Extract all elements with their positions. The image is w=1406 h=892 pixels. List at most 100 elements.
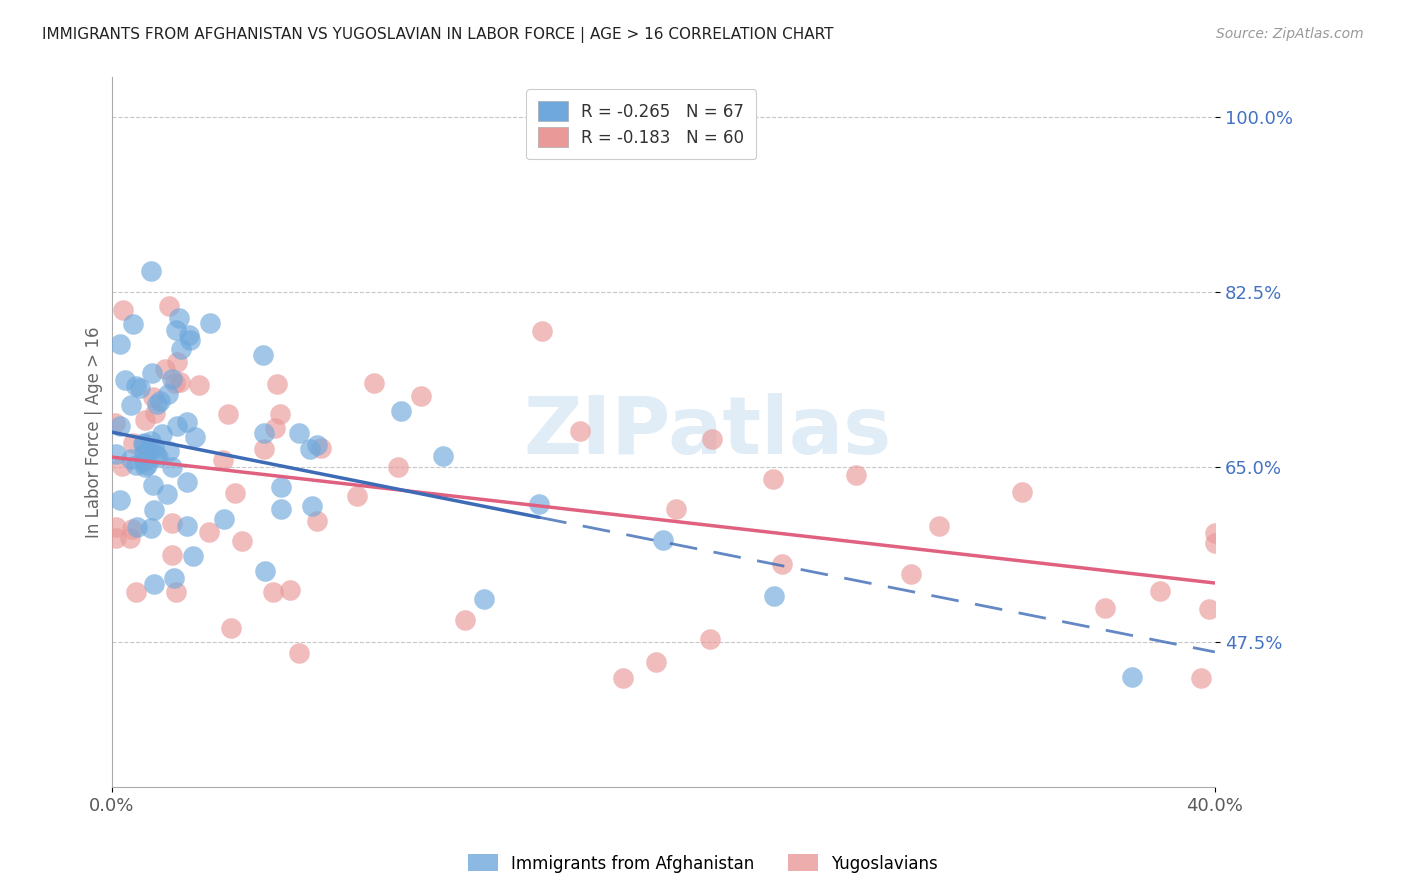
Point <box>156 387 179 401</box>
Point <box>1198 602 1220 616</box>
Point <box>568 424 591 438</box>
Point <box>108 337 131 351</box>
Point <box>143 405 166 419</box>
Point <box>1011 485 1033 500</box>
Point <box>298 442 321 456</box>
Text: IMMIGRANTS FROM AFGHANISTAN VS YUGOSLAVIAN IN LABOR FORCE | AGE > 16 CORRELATION: IMMIGRANTS FROM AFGHANISTAN VS YUGOSLAVI… <box>42 27 834 43</box>
Point <box>155 361 177 376</box>
Point <box>762 472 785 486</box>
Point <box>165 323 187 337</box>
Point <box>142 477 165 491</box>
Point <box>176 475 198 490</box>
Point <box>121 317 143 331</box>
Point <box>612 671 634 685</box>
Point <box>702 433 724 447</box>
Point <box>432 449 454 463</box>
Point <box>253 442 276 456</box>
Point <box>114 373 136 387</box>
Point <box>665 502 688 516</box>
Point <box>177 328 200 343</box>
Point <box>136 458 159 472</box>
Point <box>121 436 143 450</box>
Text: ZIPatlas: ZIPatlas <box>523 393 891 471</box>
Point <box>104 416 127 430</box>
Point <box>530 324 553 338</box>
Point <box>264 421 287 435</box>
Point <box>387 459 409 474</box>
Point <box>1149 584 1171 599</box>
Point <box>166 419 188 434</box>
Point <box>146 397 169 411</box>
Point <box>112 303 135 318</box>
Point <box>1204 535 1226 549</box>
Point <box>1189 671 1212 685</box>
Point <box>176 519 198 533</box>
Point <box>188 378 211 392</box>
Point <box>346 489 368 503</box>
Point <box>287 646 309 660</box>
Point <box>301 500 323 514</box>
Point <box>363 376 385 391</box>
Point <box>454 613 477 627</box>
Point <box>845 468 868 483</box>
Point <box>111 459 134 474</box>
Point <box>127 519 149 533</box>
Point <box>645 655 668 669</box>
Point <box>139 434 162 448</box>
Point <box>145 449 167 463</box>
Point <box>270 481 292 495</box>
Point <box>169 375 191 389</box>
Point <box>160 372 183 386</box>
Legend: R = -0.265   N = 67, R = -0.183   N = 60: R = -0.265 N = 67, R = -0.183 N = 60 <box>526 89 756 159</box>
Point <box>167 311 190 326</box>
Point <box>134 460 156 475</box>
Y-axis label: In Labor Force | Age > 16: In Labor Force | Age > 16 <box>86 326 103 538</box>
Point <box>253 564 276 578</box>
Point <box>110 419 132 434</box>
Point <box>163 376 186 391</box>
Point <box>928 519 950 533</box>
Point <box>157 299 180 313</box>
Point <box>1121 670 1143 684</box>
Point <box>307 514 329 528</box>
Point <box>104 519 127 533</box>
Point <box>269 407 291 421</box>
Point <box>770 558 793 572</box>
Point <box>148 450 170 465</box>
Point <box>156 486 179 500</box>
Point <box>121 522 143 536</box>
Point <box>134 413 156 427</box>
Point <box>160 516 183 530</box>
Point <box>252 348 274 362</box>
Point <box>253 426 276 441</box>
Point <box>108 493 131 508</box>
Point <box>411 389 433 403</box>
Point <box>134 446 156 460</box>
Point <box>139 263 162 277</box>
Point <box>125 379 148 393</box>
Point <box>278 582 301 597</box>
Point <box>389 403 412 417</box>
Point <box>142 391 165 405</box>
Point <box>105 447 128 461</box>
Point <box>157 444 180 458</box>
Text: Source: ZipAtlas.com: Source: ZipAtlas.com <box>1216 27 1364 41</box>
Point <box>176 415 198 429</box>
Point <box>128 380 150 394</box>
Point <box>652 533 675 548</box>
Point <box>149 393 172 408</box>
Point <box>179 333 201 347</box>
Point <box>224 486 246 500</box>
Point <box>132 454 155 468</box>
Point <box>141 366 163 380</box>
Point <box>900 566 922 581</box>
Point <box>142 502 165 516</box>
Point <box>263 585 285 599</box>
Point <box>160 548 183 562</box>
Point <box>166 355 188 369</box>
Point <box>309 442 332 456</box>
Point <box>181 549 204 563</box>
Point <box>198 316 221 330</box>
Point <box>197 524 219 539</box>
Point <box>132 435 155 450</box>
